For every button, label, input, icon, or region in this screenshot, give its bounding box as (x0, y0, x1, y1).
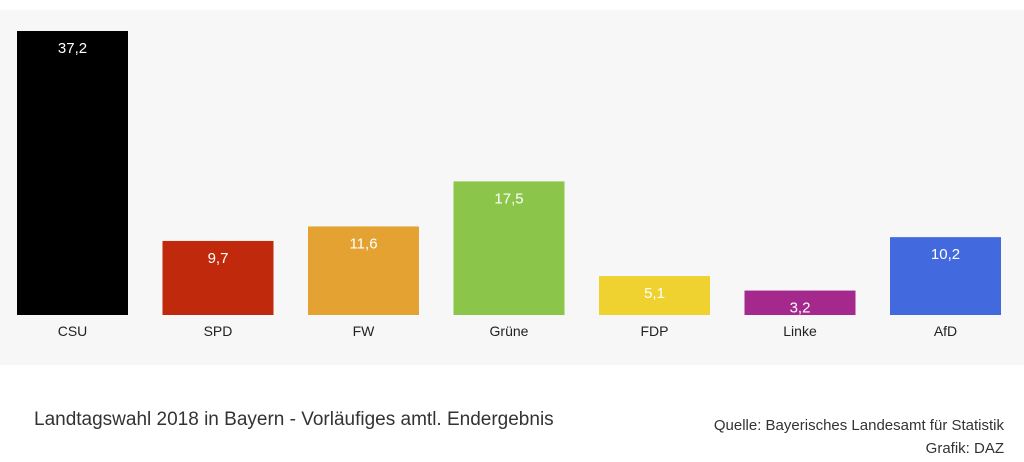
bar-fw (308, 226, 419, 315)
bar-chart: 37,2 9,7 11,6 17,5 5,1 3,2 10,2 CSU SPD FW Grüne F… (17, 31, 1001, 339)
category-label-fdp: FDP (641, 323, 669, 339)
category-label-csu: CSU (58, 323, 88, 339)
source-line: Quelle: Bayerisches Landesamt für Statis… (713, 417, 1004, 434)
category-label-spd: SPD (204, 323, 233, 339)
bar-csu (17, 31, 128, 315)
category-label-linke: Linke (783, 323, 817, 339)
category-labels: CSU SPD FW Grüne FDP Linke AfD (58, 323, 957, 339)
category-label-gr-ne: Grüne (490, 323, 529, 339)
bar-fdp (599, 276, 710, 315)
category-label-afd: AfD (934, 323, 957, 339)
bars (17, 31, 1001, 315)
bar-linke (744, 290, 856, 315)
value-labels: 37,2 9,7 11,6 17,5 5,1 3,2 10,2 (58, 40, 960, 317)
value-label-csu: 37,2 (58, 40, 87, 57)
source-credit: Quelle: Bayerisches Landesamt für Statis… (714, 414, 1004, 460)
value-label-spd: 9,7 (208, 250, 229, 267)
bar-gr-ne (453, 181, 565, 315)
category-label-fw: FW (353, 323, 376, 339)
bar-spd (162, 240, 274, 315)
bar-afd (890, 237, 1001, 315)
value-label-linke: 3,2 (790, 300, 811, 317)
value-label-gr-ne: 17,5 (494, 190, 523, 207)
value-label-afd: 10,2 (931, 246, 960, 263)
chart-caption: Landtagswahl 2018 in Bayern - Vorläufige… (34, 409, 554, 430)
value-label-fdp: 5,1 (644, 285, 665, 302)
value-label-fw: 11,6 (349, 235, 377, 252)
graphic-credit: Grafik: DAZ (925, 440, 1004, 457)
